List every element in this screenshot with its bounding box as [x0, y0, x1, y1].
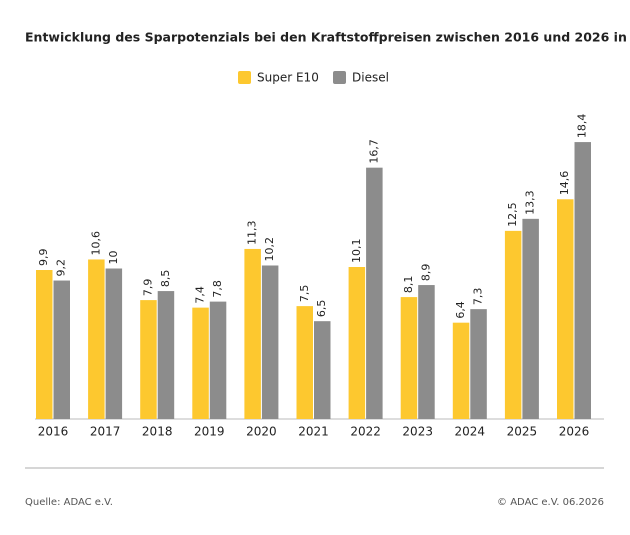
legend-label: Diesel — [352, 71, 389, 85]
bar — [209, 301, 227, 419]
value-label: 10,2 — [263, 237, 276, 262]
value-label: 18,4 — [576, 114, 589, 139]
value-label: 8,9 — [419, 264, 432, 282]
x-tick-label: 2025 — [507, 425, 538, 439]
bar — [244, 248, 261, 419]
bar — [366, 167, 383, 419]
x-tick-label: 2017 — [90, 425, 121, 439]
bar — [105, 268, 123, 419]
x-tick-label: 2018 — [142, 425, 173, 439]
x-tick-label: 2020 — [246, 425, 277, 439]
bar — [418, 285, 435, 419]
value-label: 14,6 — [558, 171, 571, 196]
legend-swatch — [238, 71, 251, 84]
value-label: 9,9 — [37, 249, 50, 267]
bar — [522, 218, 539, 419]
value-label: 7,3 — [472, 288, 485, 306]
bar — [192, 307, 209, 419]
chart-title: Entwicklung des Sparpotenzials bei den K… — [25, 30, 630, 45]
legend-label: Super E10 — [257, 71, 319, 85]
value-label: 7,9 — [141, 279, 154, 297]
bar — [452, 322, 470, 419]
value-label: 8,5 — [159, 270, 172, 288]
bar — [470, 309, 487, 419]
x-tick-label: 2022 — [350, 425, 381, 439]
bar — [557, 199, 574, 419]
bar — [296, 306, 313, 419]
bar — [53, 280, 70, 419]
value-label: 10,1 — [350, 238, 363, 263]
legend-swatch — [333, 71, 346, 84]
x-tick-label: 2024 — [455, 425, 486, 439]
value-label: 7,5 — [298, 285, 311, 303]
value-label: 6,5 — [315, 300, 328, 318]
value-label: 16,7 — [367, 139, 380, 164]
value-label: 7,8 — [211, 280, 224, 298]
value-label: 8,1 — [402, 276, 415, 294]
bar — [400, 297, 418, 419]
value-label: 10 — [107, 251, 120, 265]
value-label: 9,2 — [55, 259, 68, 277]
bar — [36, 270, 53, 419]
value-label: 12,5 — [506, 202, 519, 227]
value-label: 7,4 — [194, 286, 207, 304]
x-tick-label: 2021 — [298, 425, 329, 439]
copyright: © ADAC e.V. 06.2026 — [497, 497, 604, 508]
bar — [261, 265, 279, 419]
x-tick-label: 2023 — [402, 425, 433, 439]
bar — [314, 321, 331, 419]
bar — [504, 230, 522, 419]
bar — [88, 259, 105, 419]
bar — [574, 142, 591, 419]
x-tick-label: 2016 — [38, 425, 69, 439]
value-label: 10,6 — [89, 231, 102, 256]
x-tick-label: 2026 — [559, 425, 590, 439]
value-label: 13,3 — [524, 190, 537, 215]
value-label: 11,3 — [246, 220, 259, 245]
bar — [140, 300, 157, 419]
bar — [157, 291, 175, 419]
source: Quelle: ADAC e.V. — [25, 497, 113, 508]
bar — [348, 266, 366, 419]
value-label: 6,4 — [454, 301, 467, 319]
x-tick-label: 2019 — [194, 425, 225, 439]
